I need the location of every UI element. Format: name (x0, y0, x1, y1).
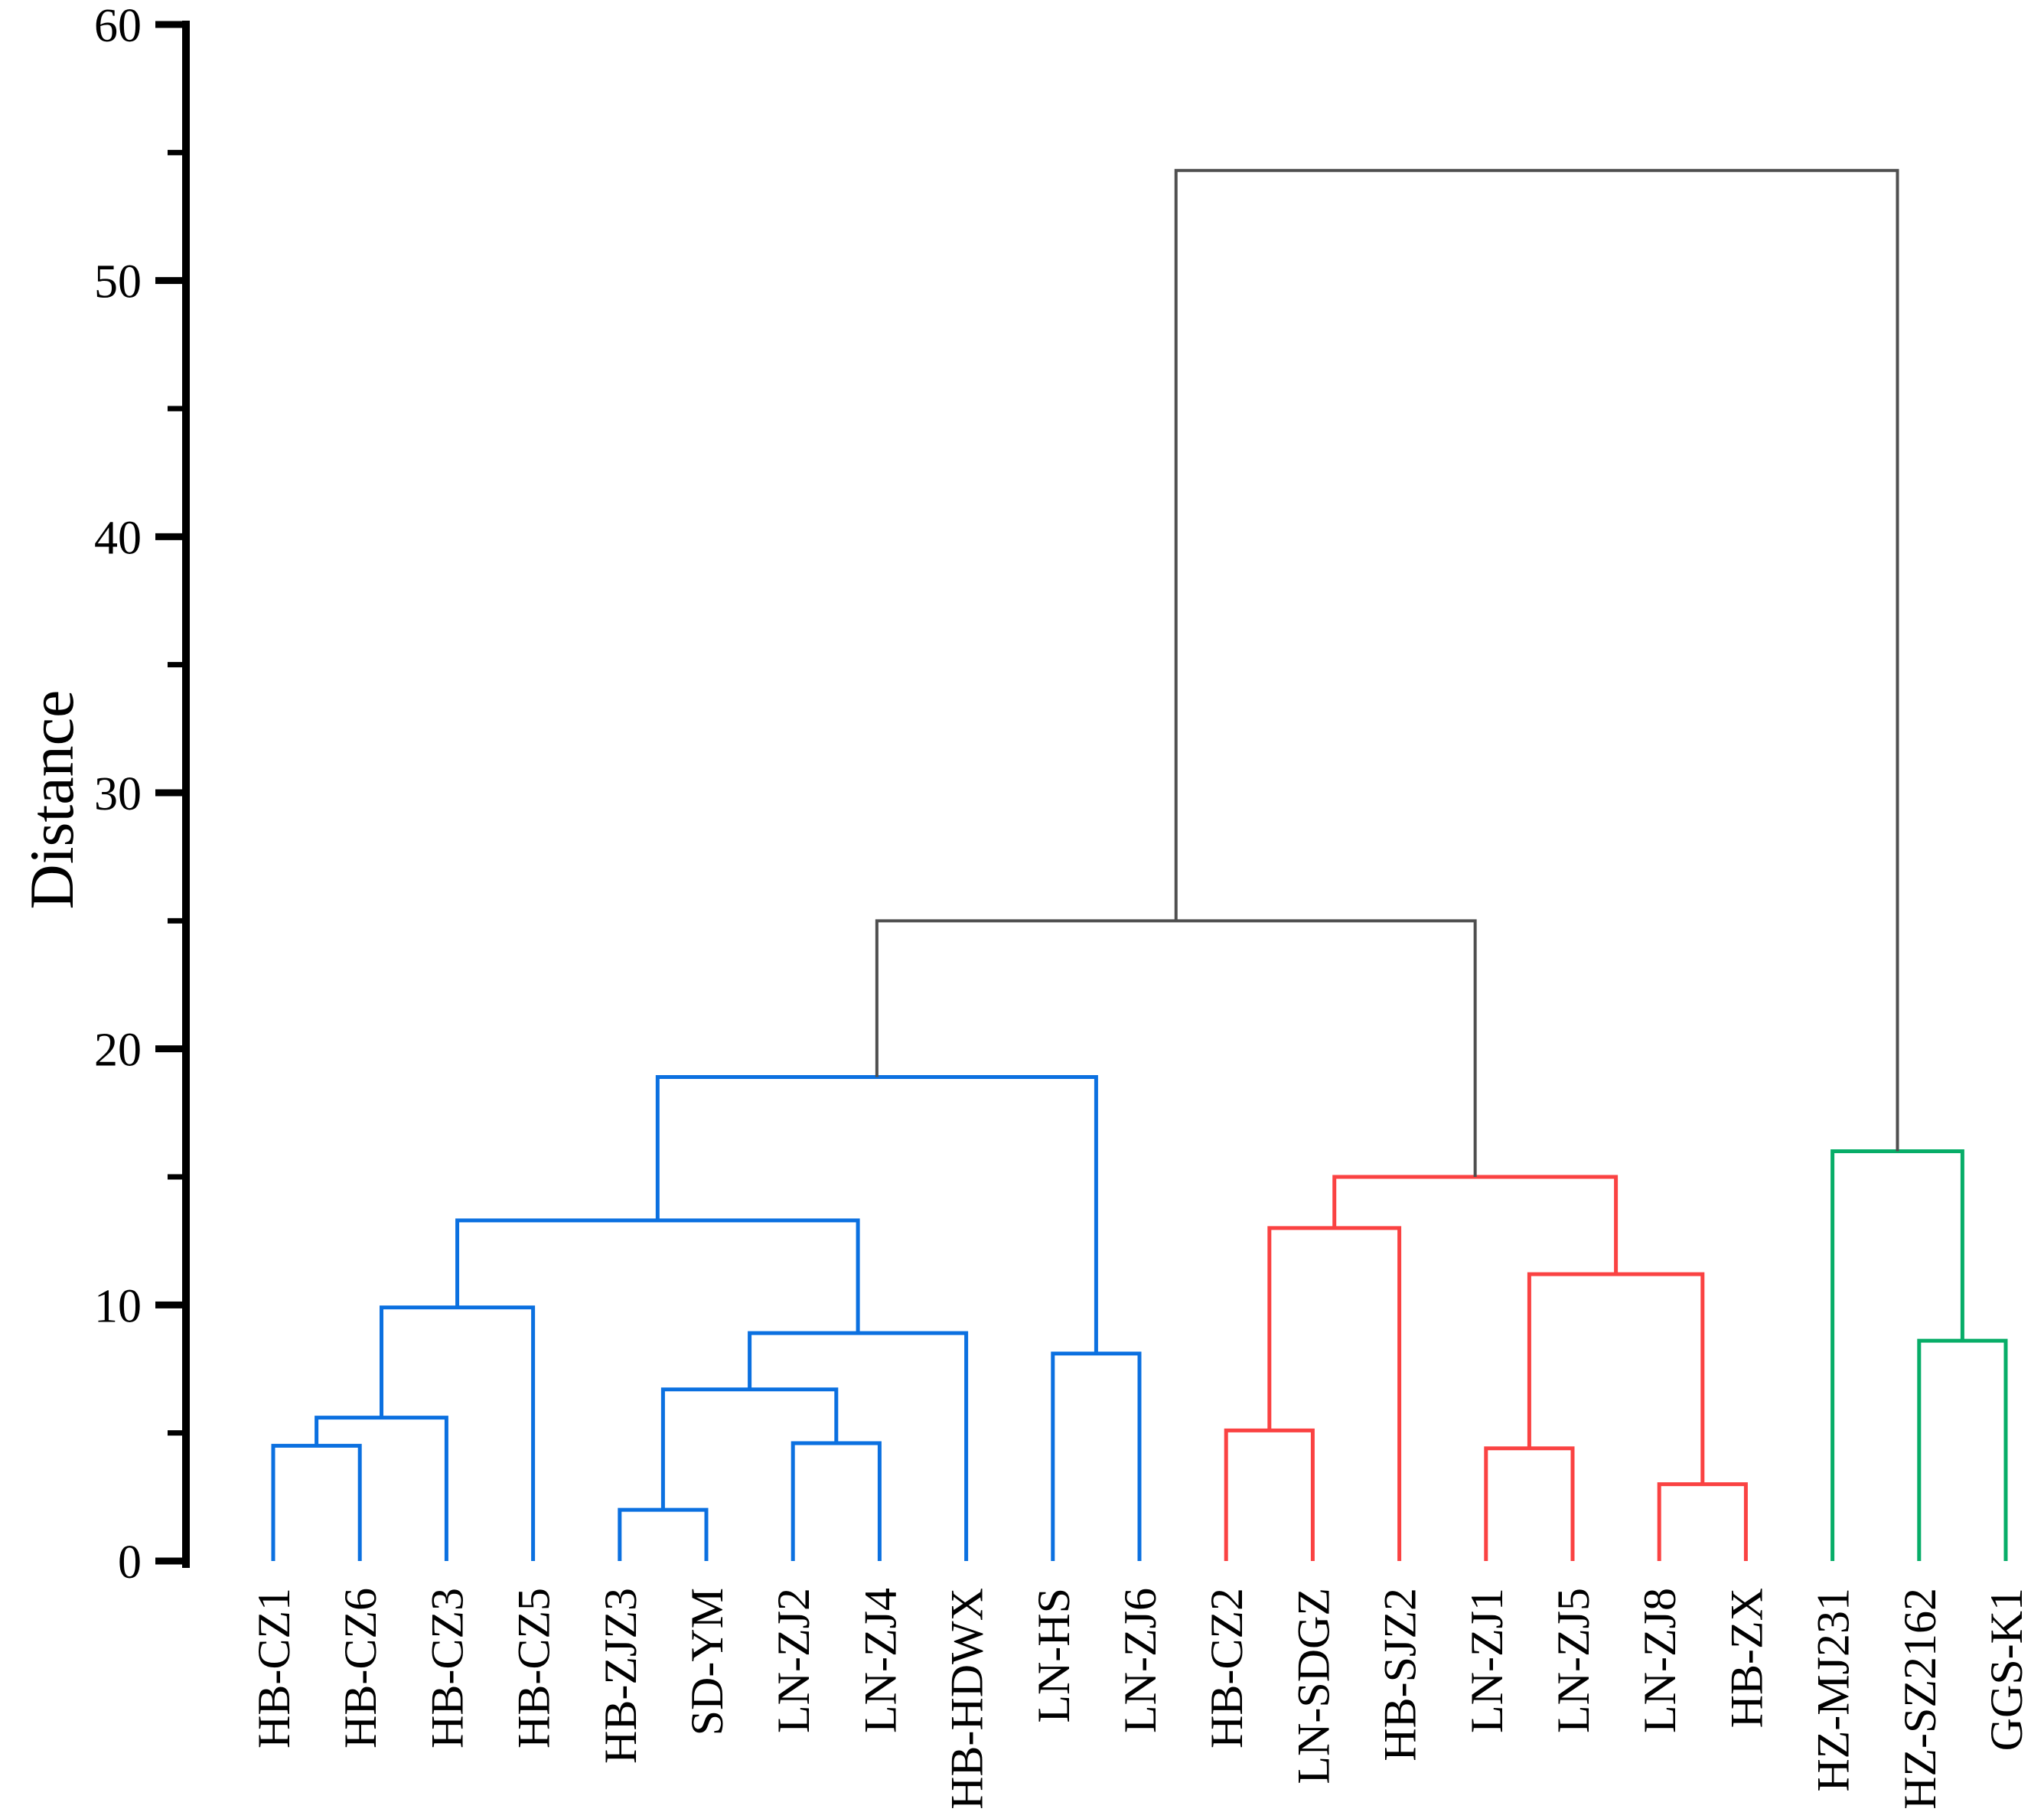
dendrogram-link-m19 (875, 919, 1477, 1177)
leaf-label-ggs-k1: GGS-K1 (1981, 1588, 2032, 1751)
leaf-label-sd-ym: SD-YM (682, 1588, 732, 1735)
dendrogram-link-m15 (1527, 1272, 1705, 1484)
y-axis-title: Distance (17, 690, 86, 910)
y-axis: 0 10 20 30 40 50 60 (94, 0, 190, 1589)
dendrogram-links (271, 168, 2008, 1561)
dendrogram-link-m14 (1657, 1482, 1748, 1561)
leaf-label-ln-zj2: LN-ZJ2 (768, 1588, 819, 1733)
leaf-label-hz-mj231: HZ-MJ231 (1808, 1588, 1859, 1792)
dendrogram-link-m11 (1224, 1428, 1315, 1561)
leaf-label-hb-zx: HB-ZX (1721, 1588, 1772, 1728)
leaf-label-hb-cz6: HB-CZ6 (335, 1588, 386, 1748)
leaf-label-ln-hs: LN-HS (1029, 1588, 1079, 1723)
leaf-label-hb-hdwx: HB-HDWX (942, 1588, 993, 1808)
leaf-label-hb-sjz2: HB-SJZ2 (1375, 1588, 1426, 1761)
dendrogram-link-m6 (660, 1387, 839, 1511)
leaf-label-ln-zj1: LN-ZJ1 (1462, 1588, 1512, 1733)
y-axis-tick-label: 10 (94, 1280, 142, 1332)
dendrogram-link-m3 (380, 1305, 536, 1561)
leaf-label-ln-sdgz: LN-SDGZ (1288, 1588, 1338, 1784)
dendrogram-link-m7 (748, 1331, 969, 1561)
dendrogram-link-m2 (315, 1416, 448, 1561)
leaf-label-ln-zj6: LN-ZJ6 (1115, 1588, 1165, 1733)
leaf-label-hb-cz1: HB-CZ1 (249, 1588, 299, 1748)
dendrogram-link-m10 (655, 1074, 1098, 1354)
y-axis-tick-label: 30 (94, 768, 142, 820)
leaf-label-hb-cz5: HB-CZ5 (509, 1588, 559, 1748)
dendrogram-link-m18 (1830, 1149, 1964, 1561)
leaf-label-hb-cz3: HB-CZ3 (422, 1588, 472, 1748)
dendrogram-link-m1 (271, 1443, 362, 1561)
dendrogram-link-m20 (1174, 168, 1899, 1152)
y-axis-tick-label: 60 (94, 0, 142, 52)
leaf-label-ln-zj4: LN-ZJ4 (855, 1588, 905, 1733)
leaf-label-ln-zj5: LN-ZJ5 (1548, 1588, 1599, 1733)
y-axis-tick-label: 20 (94, 1025, 142, 1077)
dendrogram-link-m9 (1051, 1351, 1142, 1561)
leaf-labels: HB-CZ1 HB-CZ6 HB-CZ3 HB-CZ5 HB-ZJZ3 SD-YM LN-Z… (249, 1588, 2032, 1810)
dendrogram-link-m16 (1332, 1175, 1619, 1275)
leaf-label-ln-zj8: LN-ZJ8 (1635, 1588, 1685, 1733)
leaf-label-hb-cz2: HB-CZ2 (1201, 1588, 1252, 1748)
dendrogram-link-m4 (618, 1507, 709, 1561)
y-axis-tick-label: 0 (118, 1537, 142, 1589)
dendrogram-link-m5 (791, 1441, 882, 1561)
leaf-label-hz-sz2162: HZ-SZ2162 (1895, 1588, 1945, 1808)
dendrogram-link-m13 (1484, 1446, 1575, 1561)
dendrogram-link-m17 (1917, 1338, 2008, 1561)
dendrogram-link-m8 (455, 1218, 860, 1334)
leaf-label-hb-zjz3: HB-ZJZ3 (595, 1588, 646, 1764)
y-axis-tick-label: 40 (94, 512, 142, 564)
y-axis-tick-label: 50 (94, 256, 142, 308)
dendrogram-link-m12 (1267, 1226, 1402, 1561)
